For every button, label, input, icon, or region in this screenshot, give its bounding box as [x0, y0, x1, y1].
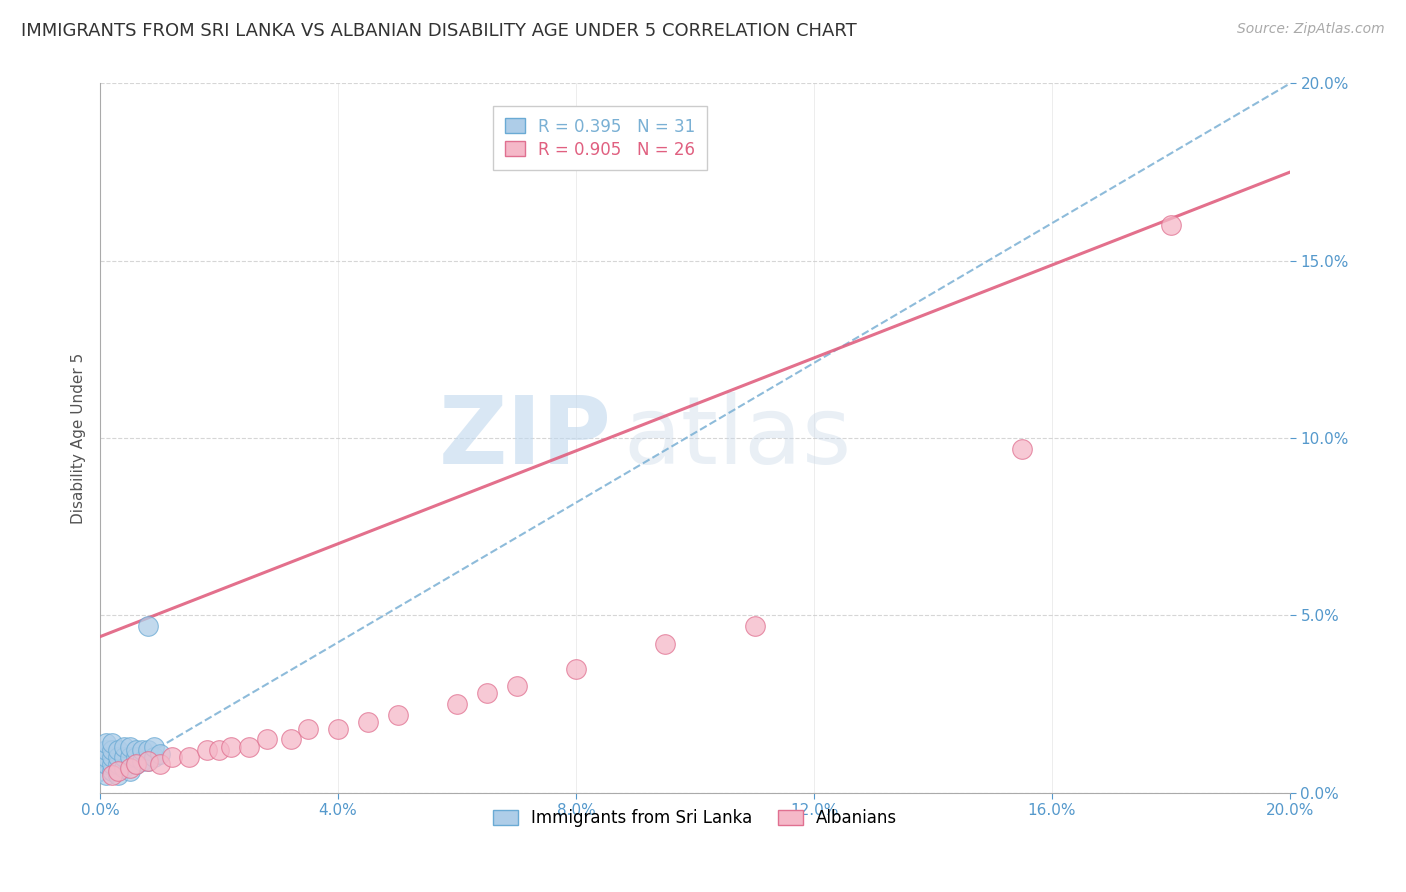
Point: [142, 739, 165, 754]
Point: [446, 697, 468, 711]
Point: [125, 750, 148, 764]
Point: [101, 750, 124, 764]
Point: [107, 743, 129, 757]
Point: [326, 722, 349, 736]
Point: [195, 743, 218, 757]
Point: [256, 732, 278, 747]
Point: [149, 757, 172, 772]
Point: [1011, 442, 1033, 456]
Point: [142, 750, 165, 764]
Point: [101, 764, 124, 779]
Point: [118, 750, 141, 764]
Point: [94, 736, 117, 750]
Point: [101, 757, 124, 772]
Text: Source: ZipAtlas.com: Source: ZipAtlas.com: [1237, 22, 1385, 37]
Point: [565, 661, 588, 675]
Point: [101, 736, 124, 750]
Point: [136, 754, 159, 768]
Point: [112, 750, 135, 764]
Point: [149, 747, 172, 761]
Legend: Immigrants from Sri Lanka, Albanians: Immigrants from Sri Lanka, Albanians: [486, 803, 904, 834]
Point: [744, 619, 766, 633]
Point: [387, 707, 409, 722]
Point: [131, 743, 153, 757]
Point: [125, 743, 148, 757]
Point: [107, 768, 129, 782]
Point: [280, 732, 302, 747]
Point: [654, 637, 676, 651]
Point: [475, 686, 498, 700]
Point: [179, 750, 201, 764]
Point: [136, 743, 159, 757]
Y-axis label: Disability Age Under 5: Disability Age Under 5: [72, 352, 86, 524]
Point: [112, 761, 135, 775]
Point: [118, 761, 141, 775]
Point: [107, 764, 129, 779]
Point: [101, 768, 124, 782]
Point: [118, 739, 141, 754]
Text: atlas: atlas: [624, 392, 852, 484]
Point: [1160, 219, 1182, 233]
Point: [131, 754, 153, 768]
Point: [94, 768, 117, 782]
Point: [297, 722, 319, 736]
Point: [208, 743, 231, 757]
Point: [136, 754, 159, 768]
Point: [357, 714, 380, 729]
Point: [160, 750, 183, 764]
Point: [238, 739, 260, 754]
Point: [118, 764, 141, 779]
Point: [107, 750, 129, 764]
Point: [94, 757, 117, 772]
Point: [94, 743, 117, 757]
Point: [219, 739, 242, 754]
Text: IMMIGRANTS FROM SRI LANKA VS ALBANIAN DISABILITY AGE UNDER 5 CORRELATION CHART: IMMIGRANTS FROM SRI LANKA VS ALBANIAN DI…: [21, 22, 856, 40]
Point: [136, 619, 159, 633]
Point: [101, 743, 124, 757]
Text: ZIP: ZIP: [439, 392, 612, 484]
Point: [112, 739, 135, 754]
Point: [94, 750, 117, 764]
Point: [107, 757, 129, 772]
Point: [125, 757, 148, 772]
Point: [505, 679, 527, 693]
Point: [125, 757, 148, 772]
